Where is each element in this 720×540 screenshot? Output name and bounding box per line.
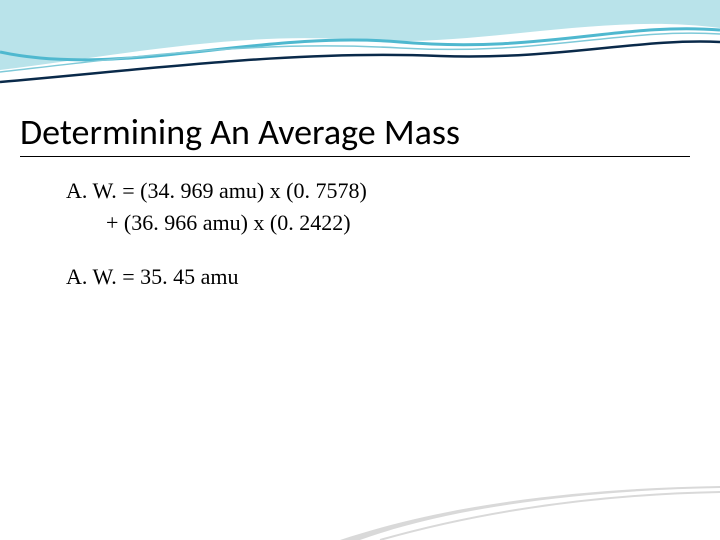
equation-line-1: A. W. = (34. 969 amu) x (0. 7578) — [66, 175, 367, 207]
equation-line-2: + (36. 966 amu) x (0. 2422) — [66, 207, 367, 239]
slide-title: Determining An Average Mass — [20, 110, 460, 154]
header-wave-decoration — [0, 0, 720, 110]
footer-curve-decoration — [0, 480, 720, 540]
title-underline — [20, 156, 690, 157]
slide-body: A. W. = (34. 969 amu) x (0. 7578) + (36.… — [66, 175, 367, 293]
equation-result: A. W. = 35. 45 amu — [66, 261, 367, 293]
